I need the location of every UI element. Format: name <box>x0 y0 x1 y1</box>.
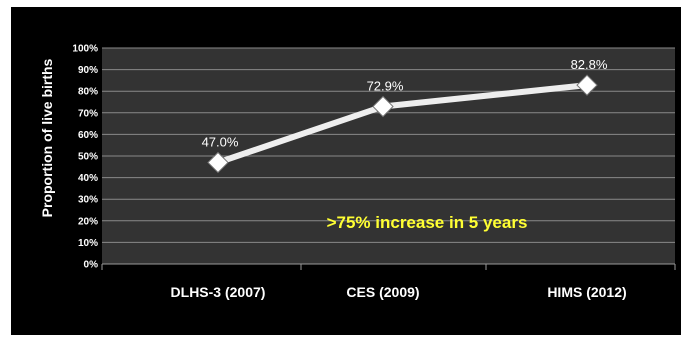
chart-panel: 0% 10% 20% 30% 40% 50% 60% 70% 80% 90% 100% Propor… <box>11 7 681 335</box>
y-tick-label: 50% <box>78 152 98 163</box>
y-tick-label: 0% <box>84 260 99 271</box>
y-tick-label: 20% <box>78 216 98 227</box>
data-point-marker <box>576 74 598 96</box>
y-tick-label: 90% <box>78 65 98 76</box>
data-label: 82.8% <box>571 57 608 72</box>
data-markers <box>207 74 598 174</box>
y-tick-label: 30% <box>78 195 98 206</box>
y-tick-label: 60% <box>78 130 98 141</box>
data-point-marker <box>207 151 229 174</box>
y-tick-label: 40% <box>78 173 98 184</box>
y-tick-label: 10% <box>78 238 98 249</box>
data-label: 47.0% <box>202 134 239 149</box>
data-label: 72.9% <box>367 79 404 94</box>
x-category-label: CES (2009) <box>346 284 419 300</box>
gridlines <box>102 47 675 243</box>
data-point-marker <box>372 95 394 118</box>
increase-annotation: >75% increase in 5 years <box>327 213 528 232</box>
y-axis-ticks: 0% 10% 20% 30% 40% 50% 60% 70% 80% 90% 100% <box>72 44 98 271</box>
data-labels: 47.0% 72.9% 82.8% <box>202 57 608 149</box>
line-chart: 0% 10% 20% 30% 40% 50% 60% 70% 80% 90% 100% Propor… <box>39 44 676 300</box>
y-tick-label: 70% <box>78 108 98 119</box>
y-axis-label: Proportion of live births <box>39 58 55 217</box>
x-category-label: HIMS (2012) <box>547 284 626 300</box>
y-tick-label: 80% <box>78 87 98 98</box>
x-category-label: DLHS-3 (2007) <box>171 284 266 300</box>
x-axis-tick-marks <box>101 264 676 270</box>
x-axis-categories: DLHS-3 (2007) CES (2009) HIMS (2012) <box>171 284 627 300</box>
y-tick-label: 100% <box>72 44 98 55</box>
